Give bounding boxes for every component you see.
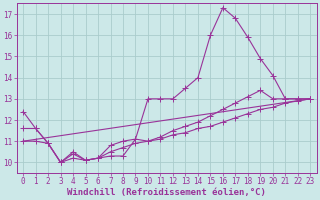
X-axis label: Windchill (Refroidissement éolien,°C): Windchill (Refroidissement éolien,°C) bbox=[67, 188, 266, 197]
